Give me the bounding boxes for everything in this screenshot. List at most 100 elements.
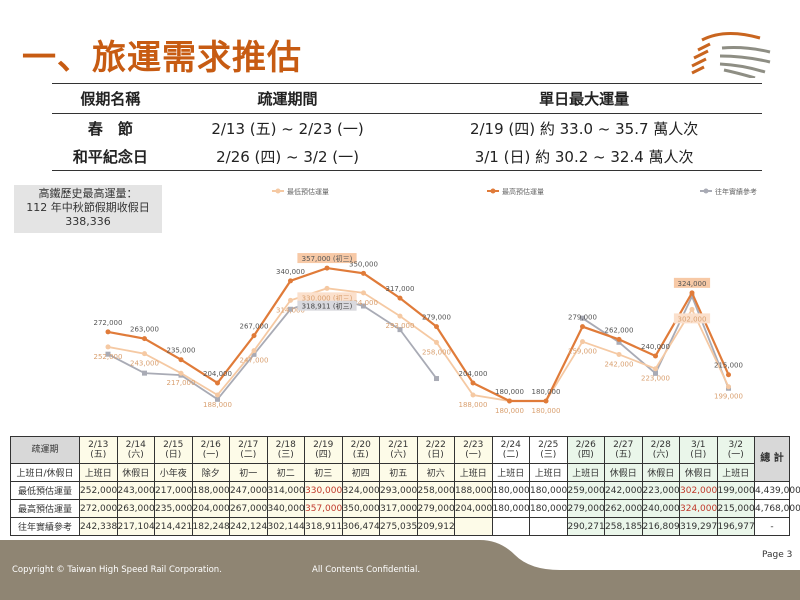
table-cell: 279,000	[416, 499, 455, 518]
date: 2/27	[613, 440, 634, 450]
data-point	[361, 290, 366, 296]
weekday: (一)	[727, 450, 744, 460]
date: 3/2	[728, 440, 743, 450]
weekday: (六)	[652, 450, 669, 460]
col-period: 疏運期間	[168, 83, 407, 114]
data-label: 180,000	[532, 407, 561, 415]
data-label: 215,000	[714, 362, 743, 370]
total-cell: 4,439,000	[754, 481, 800, 500]
annotation-box	[297, 300, 357, 311]
table-cell: 275,035	[379, 517, 418, 536]
page-number: Page 3	[762, 550, 793, 560]
date-header: 3/2 (一)	[716, 436, 755, 464]
table-cell: 180,000	[529, 499, 568, 518]
data-label: 258,000	[422, 348, 451, 356]
data-point	[324, 285, 330, 291]
data-label: 318,911 (初三)	[302, 302, 353, 311]
table-cell: 188,000	[454, 481, 493, 500]
table-cell: 204,000	[191, 499, 230, 518]
weekday: (一)	[465, 450, 482, 460]
legend-label: 最低預估運量	[287, 187, 329, 196]
table-cell: 初六	[416, 463, 455, 482]
table-cell: 217,104	[116, 517, 155, 536]
date-header: 2/17 (二)	[229, 436, 268, 464]
weekday: (六)	[390, 450, 407, 460]
data-point	[616, 336, 622, 342]
copyright-text: Copyright © Taiwan High Speed Rail Corpo…	[12, 565, 222, 575]
table-row: 最高預估運量 272,000 263,000 235,000 204,000 267,00…	[10, 499, 800, 518]
table-cell: 350,000	[341, 499, 380, 518]
table-cell: 262,000	[604, 499, 643, 518]
table-cell: 267,000	[229, 499, 268, 518]
annotation-box	[297, 253, 357, 264]
weekday: (五)	[90, 450, 107, 460]
data-label: 262,000	[605, 326, 634, 334]
date: 2/15	[163, 440, 184, 450]
data-point	[397, 327, 403, 333]
date-header: 2/23 (一)	[454, 436, 493, 464]
weekday: (六)	[127, 450, 144, 460]
date-header: 2/26 (四)	[566, 436, 605, 464]
data-label: 259,000	[568, 348, 597, 356]
page-title: 一、旅運需求推估	[22, 38, 302, 78]
series-line	[107, 287, 730, 402]
data-point	[689, 306, 695, 312]
data-label: 317,000	[386, 285, 415, 293]
data-label: 272,000	[94, 319, 123, 327]
data-label: 267,000	[240, 323, 269, 331]
data-label: 242,000	[605, 360, 634, 368]
date-header: 2/13 (五)	[79, 436, 118, 464]
total-cell: -	[754, 517, 790, 536]
date: 2/19	[313, 440, 334, 450]
weekday: (日)	[427, 450, 444, 460]
legend-marker	[490, 188, 496, 194]
data-label: 330,000 (初三)	[302, 293, 353, 302]
table-cell: 除夕	[191, 463, 230, 482]
data-point	[726, 372, 731, 378]
table-cell: 初五	[379, 463, 418, 482]
data-label: 180,000	[495, 407, 524, 415]
date-header: 2/14 (六)	[116, 436, 155, 464]
row-label: 上班日/休假日	[10, 463, 80, 482]
table-cell: 上班日	[566, 463, 605, 482]
table-cell: 上班日	[79, 463, 118, 482]
date-header: 2/22 (日)	[416, 436, 455, 464]
date-header: 2/20 (五)	[341, 436, 380, 464]
annotation-box	[297, 292, 357, 303]
data-point	[726, 384, 731, 390]
table-cell: 上班日	[454, 463, 493, 482]
weekday: (二)	[240, 450, 257, 460]
table-cell: 247,000	[229, 481, 268, 500]
table-cell: 180,000	[491, 481, 530, 500]
data-label: 293,000	[386, 322, 415, 330]
data-point	[470, 392, 476, 398]
table-cell: 240,000	[641, 499, 680, 518]
table-cell: 休假日	[604, 463, 643, 482]
table-cell: 314,000	[266, 481, 305, 500]
table-cell: 休假日	[641, 463, 680, 482]
table-cell: 263,000	[116, 499, 155, 518]
date: 2/23	[463, 440, 484, 450]
date: 2/26	[575, 440, 596, 450]
table-cell: 272,000	[79, 499, 118, 518]
period: 2/13 (五) ~ 2/23 (一)	[211, 119, 364, 138]
table-cell: 上班日	[491, 463, 530, 482]
data-label: 263,000	[130, 326, 159, 334]
record-line: 高鐵歷史最高運量：	[38, 187, 138, 200]
data-point	[215, 396, 220, 402]
footer-band	[0, 540, 800, 600]
data-point	[616, 351, 622, 357]
data-point	[215, 392, 220, 398]
weekday: (一)	[202, 450, 219, 460]
table-cell: 初三	[304, 463, 343, 482]
table-cell: 324,000	[679, 499, 718, 518]
table-cell: 217,000	[154, 481, 193, 500]
table-cell: 302,144	[266, 517, 305, 536]
data-point	[142, 370, 147, 376]
table-cell: 259,000	[566, 481, 605, 500]
table-cell: 258,185	[604, 517, 643, 536]
table-cell: 180,000	[491, 499, 530, 518]
table-cell: 休假日	[116, 463, 155, 482]
data-point	[543, 398, 549, 404]
data-label: 235,000	[167, 347, 196, 355]
